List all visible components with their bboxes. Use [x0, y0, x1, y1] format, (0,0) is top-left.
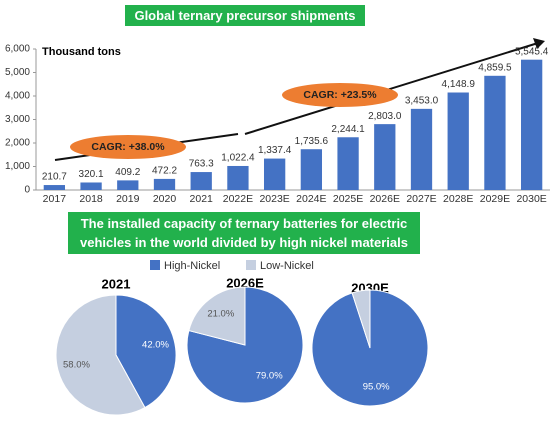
- arrow-head: [533, 38, 545, 49]
- bar: [153, 178, 176, 190]
- value-label: 210.7: [42, 172, 67, 183]
- x-tick-label: 2029E: [480, 193, 510, 205]
- bar: [117, 180, 139, 190]
- pie-title: 2026E: [226, 275, 264, 290]
- y-tick-label: 2,000: [5, 138, 30, 149]
- bar: [43, 185, 66, 190]
- pie-slice: [115, 294, 177, 409]
- annotation: CAGR: +38.0%: [91, 141, 165, 153]
- bar: [520, 59, 543, 190]
- value-label: 4,148.9: [442, 79, 476, 90]
- annotation: CAGR: +23.5%: [303, 89, 377, 101]
- x-tick-label: 2023E: [259, 193, 289, 205]
- bar: [300, 149, 323, 190]
- value-label: 2,244.1: [331, 124, 365, 135]
- value-label: 472.2: [152, 166, 177, 177]
- value-label: 1,337.4: [258, 145, 292, 156]
- bar: [374, 124, 396, 190]
- chart-title: Global ternary precursor shipments: [125, 5, 365, 26]
- value-label: 763.3: [189, 159, 214, 170]
- x-tick-label: 2027E: [406, 193, 436, 205]
- annotation-bubble: [70, 135, 186, 159]
- value-label: 5,545.4: [515, 46, 549, 57]
- slice-label: 21.0%: [207, 308, 234, 319]
- bar: [227, 165, 249, 190]
- y-tick-label: 6,000: [5, 44, 30, 55]
- bar: [484, 75, 506, 190]
- legend-label: High-Nickel: [164, 260, 220, 272]
- value-label: 4,859.5: [478, 62, 512, 73]
- value-label: 3,453.0: [405, 95, 439, 106]
- bar: [190, 172, 212, 190]
- value-label: 409.2: [115, 167, 140, 178]
- value-label: 1,735.6: [295, 136, 329, 147]
- slice-label: 42.0%: [142, 339, 169, 350]
- annotation-bubble: [282, 83, 398, 107]
- x-tick-label: 2018: [79, 193, 103, 205]
- bar: [447, 92, 469, 190]
- x-tick-label: 2019: [116, 193, 140, 205]
- y-axis-title: Thousand tons: [42, 46, 121, 58]
- trend-arrow: [244, 42, 539, 135]
- x-tick-label: 2017: [43, 193, 67, 205]
- x-tick-label: 2025E: [333, 193, 363, 205]
- y-tick-label: 5,000: [5, 67, 30, 78]
- slice-label: 58.0%: [63, 360, 90, 371]
- x-tick-label: 2030E: [516, 193, 546, 205]
- slice-label: 95.0%: [363, 381, 390, 392]
- bar: [337, 137, 359, 190]
- y-tick-label: 0: [24, 185, 30, 196]
- pie-title: 2021: [102, 276, 131, 291]
- legend-swatch: [150, 260, 160, 270]
- pie-slice: [351, 289, 371, 349]
- value-label: 2,803.0: [368, 111, 402, 122]
- x-tick-label: 2022E: [223, 193, 253, 205]
- x-tick-label: 2028E: [443, 193, 473, 205]
- x-tick-label: 2021: [190, 193, 214, 205]
- legend-swatch: [246, 260, 256, 270]
- y-tick-label: 1,000: [5, 161, 30, 172]
- pie-slice: [55, 294, 146, 416]
- y-tick-label: 3,000: [5, 114, 30, 125]
- bar: [263, 158, 286, 190]
- x-tick-label: 2026E: [370, 193, 400, 205]
- value-label: 320.1: [79, 169, 104, 180]
- x-tick-label: 2024E: [296, 193, 326, 205]
- section-title: The installed capacity of ternary batter…: [68, 212, 420, 254]
- slice-label: 79.0%: [256, 371, 283, 382]
- value-label: 1,022.4: [221, 153, 255, 164]
- pie-slice: [188, 286, 246, 346]
- bar: [410, 108, 433, 190]
- x-tick-label: 2020: [153, 193, 177, 205]
- y-tick-label: 4,000: [5, 91, 30, 102]
- legend-label: Low-Nickel: [260, 260, 314, 272]
- bar: [80, 182, 102, 190]
